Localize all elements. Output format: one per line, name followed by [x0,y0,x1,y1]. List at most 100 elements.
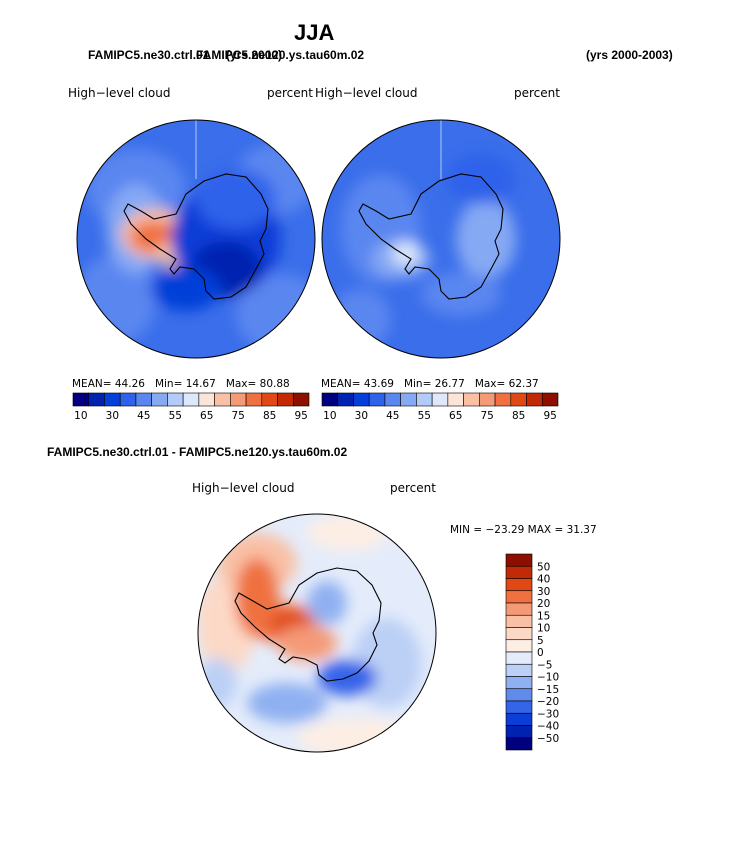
colorbar-box [135,392,152,407]
colorbar-tick-label: 55 [169,410,182,422]
panel3-variable-title: High−level cloud [192,481,295,495]
colorbar-tick-label: −10 [537,672,559,684]
colorbar-box [505,676,533,690]
colorbar-box [104,392,121,407]
colorbar-box [167,392,184,407]
panel1-min-label: Min= [154,378,183,390]
panel2-max-value: 62.37 [508,378,539,390]
colorbar-tick-label: 15 [537,610,550,622]
panel3-minmax: MIN = −23.29 MAX = 31.37 [450,524,597,536]
colorbar-tick-label: 5 [537,635,544,647]
colorbar-box [337,392,354,407]
colorbar-tick-label: 30 [355,410,368,422]
colorbar-box [505,590,533,604]
panel3-polar-map [197,513,437,753]
colorbar-tick-label: −5 [537,659,552,671]
panel1-units: percent [267,86,313,100]
panel1-max-value: 80.88 [259,378,290,390]
colorbar-tick-label: 10 [323,410,336,422]
colorbar-box [431,392,449,407]
panel1-mean-value: 44.26 [114,378,145,390]
colorbar-box [505,712,533,726]
colorbar-box [510,392,527,407]
panel2-units: percent [514,86,560,100]
colorbar-tick-label: 65 [449,410,462,422]
colorbar-box [505,565,533,579]
colorbar-box [292,392,310,407]
colorbar-box [119,392,137,407]
colorbar-box [526,392,543,407]
colorbar-box [505,578,533,592]
panel2-polar-map [321,119,561,359]
colorbar-tick-label: 95 [294,410,307,422]
colorbar-box [321,392,339,407]
colorbar-box [88,392,105,407]
panel2-min-value: 26.77 [434,378,465,390]
colorbar-box [505,553,533,567]
colorbar-tick-label: 85 [263,410,276,422]
panel2-max-label: Max= [474,378,506,390]
panel2-stats: MEAN= 43.69 Min= 26.77 Max= 62.37 [321,378,539,390]
panel2-min-label: Min= [403,378,432,390]
colorbar-tick-label: 55 [418,410,431,422]
colorbar-box [416,392,433,407]
colorbar-tick-label: 40 [537,574,550,586]
colorbar-tick-label: 30 [106,410,119,422]
colorbar-tick-label: 30 [537,586,550,598]
panel1-polar-map [76,119,316,359]
colorbar-box [245,392,263,407]
colorbar-box [182,392,200,407]
colorbar-box [541,392,559,407]
colorbar-box [277,392,294,407]
colorbar-tick-label: 45 [386,410,399,422]
colorbar-box [505,614,533,628]
colorbar-box [447,392,464,407]
colorbar-box [505,602,533,616]
colorbar-box [72,392,90,407]
colorbar-tick-label: −40 [537,721,559,733]
colorbar-box [505,639,533,653]
colorbar-box [505,651,533,665]
colorbar-box [505,700,533,714]
colorbar-tick-label: 85 [512,410,525,422]
diff-panel-title: FAMIPC5.ne30.ctrl.01 - FAMIPC5.ne120.ys.… [47,445,348,459]
colorbar-tick-label: −15 [537,684,559,696]
colorbar-box [505,627,533,641]
panel1-min-value: 14.67 [185,378,216,390]
colorbar-tick-label: −30 [537,708,559,720]
colorbar-tick-label: −20 [537,696,559,708]
colorbar-box [494,392,512,407]
colorbar-box [463,392,480,407]
panel2-colorbar: 10 30 45 55 65 75 85 95 [321,392,559,422]
header-case-a: FAMIPC5.ne30.ctrl.01 [88,48,210,62]
colorbar-box [505,688,533,702]
panel1-max-label: Max= [225,378,257,390]
colorbar-box [151,392,168,407]
antarctica-coastline [358,173,504,300]
colorbar-tick-label: 95 [543,410,556,422]
colorbar-box [368,392,386,407]
colorbar-tick-label: −50 [537,733,559,745]
colorbar-box [353,392,370,407]
colorbar-box [384,392,401,407]
colorbar-box [198,392,215,407]
colorbar-box [214,392,231,407]
antarctica-coastline [234,567,382,682]
colorbar-box [505,663,533,677]
panel2-mean-label: MEAN= [321,378,361,390]
colorbar-tick-label: 50 [537,561,550,573]
panel1-variable-title: High−level cloud [68,86,171,100]
colorbar-box [230,392,247,407]
colorbar-box [505,725,533,739]
panel1-colorbar: 10 30 45 55 65 75 85 95 [72,392,310,422]
colorbar-tick-label: 75 [481,410,494,422]
panel1-mean-label: MEAN= [72,378,112,390]
colorbar-box [400,392,417,407]
panel1-stats: MEAN= 44.26 Min= 14.67 Max= 80.88 [72,378,290,390]
colorbar-tick-label: 20 [537,598,550,610]
colorbar-tick-label: 0 [537,647,544,659]
colorbar-tick-label: 10 [537,623,550,635]
header-case-b-years: (yrs 2000-2003) [586,48,673,62]
colorbar-tick-label: 45 [137,410,150,422]
